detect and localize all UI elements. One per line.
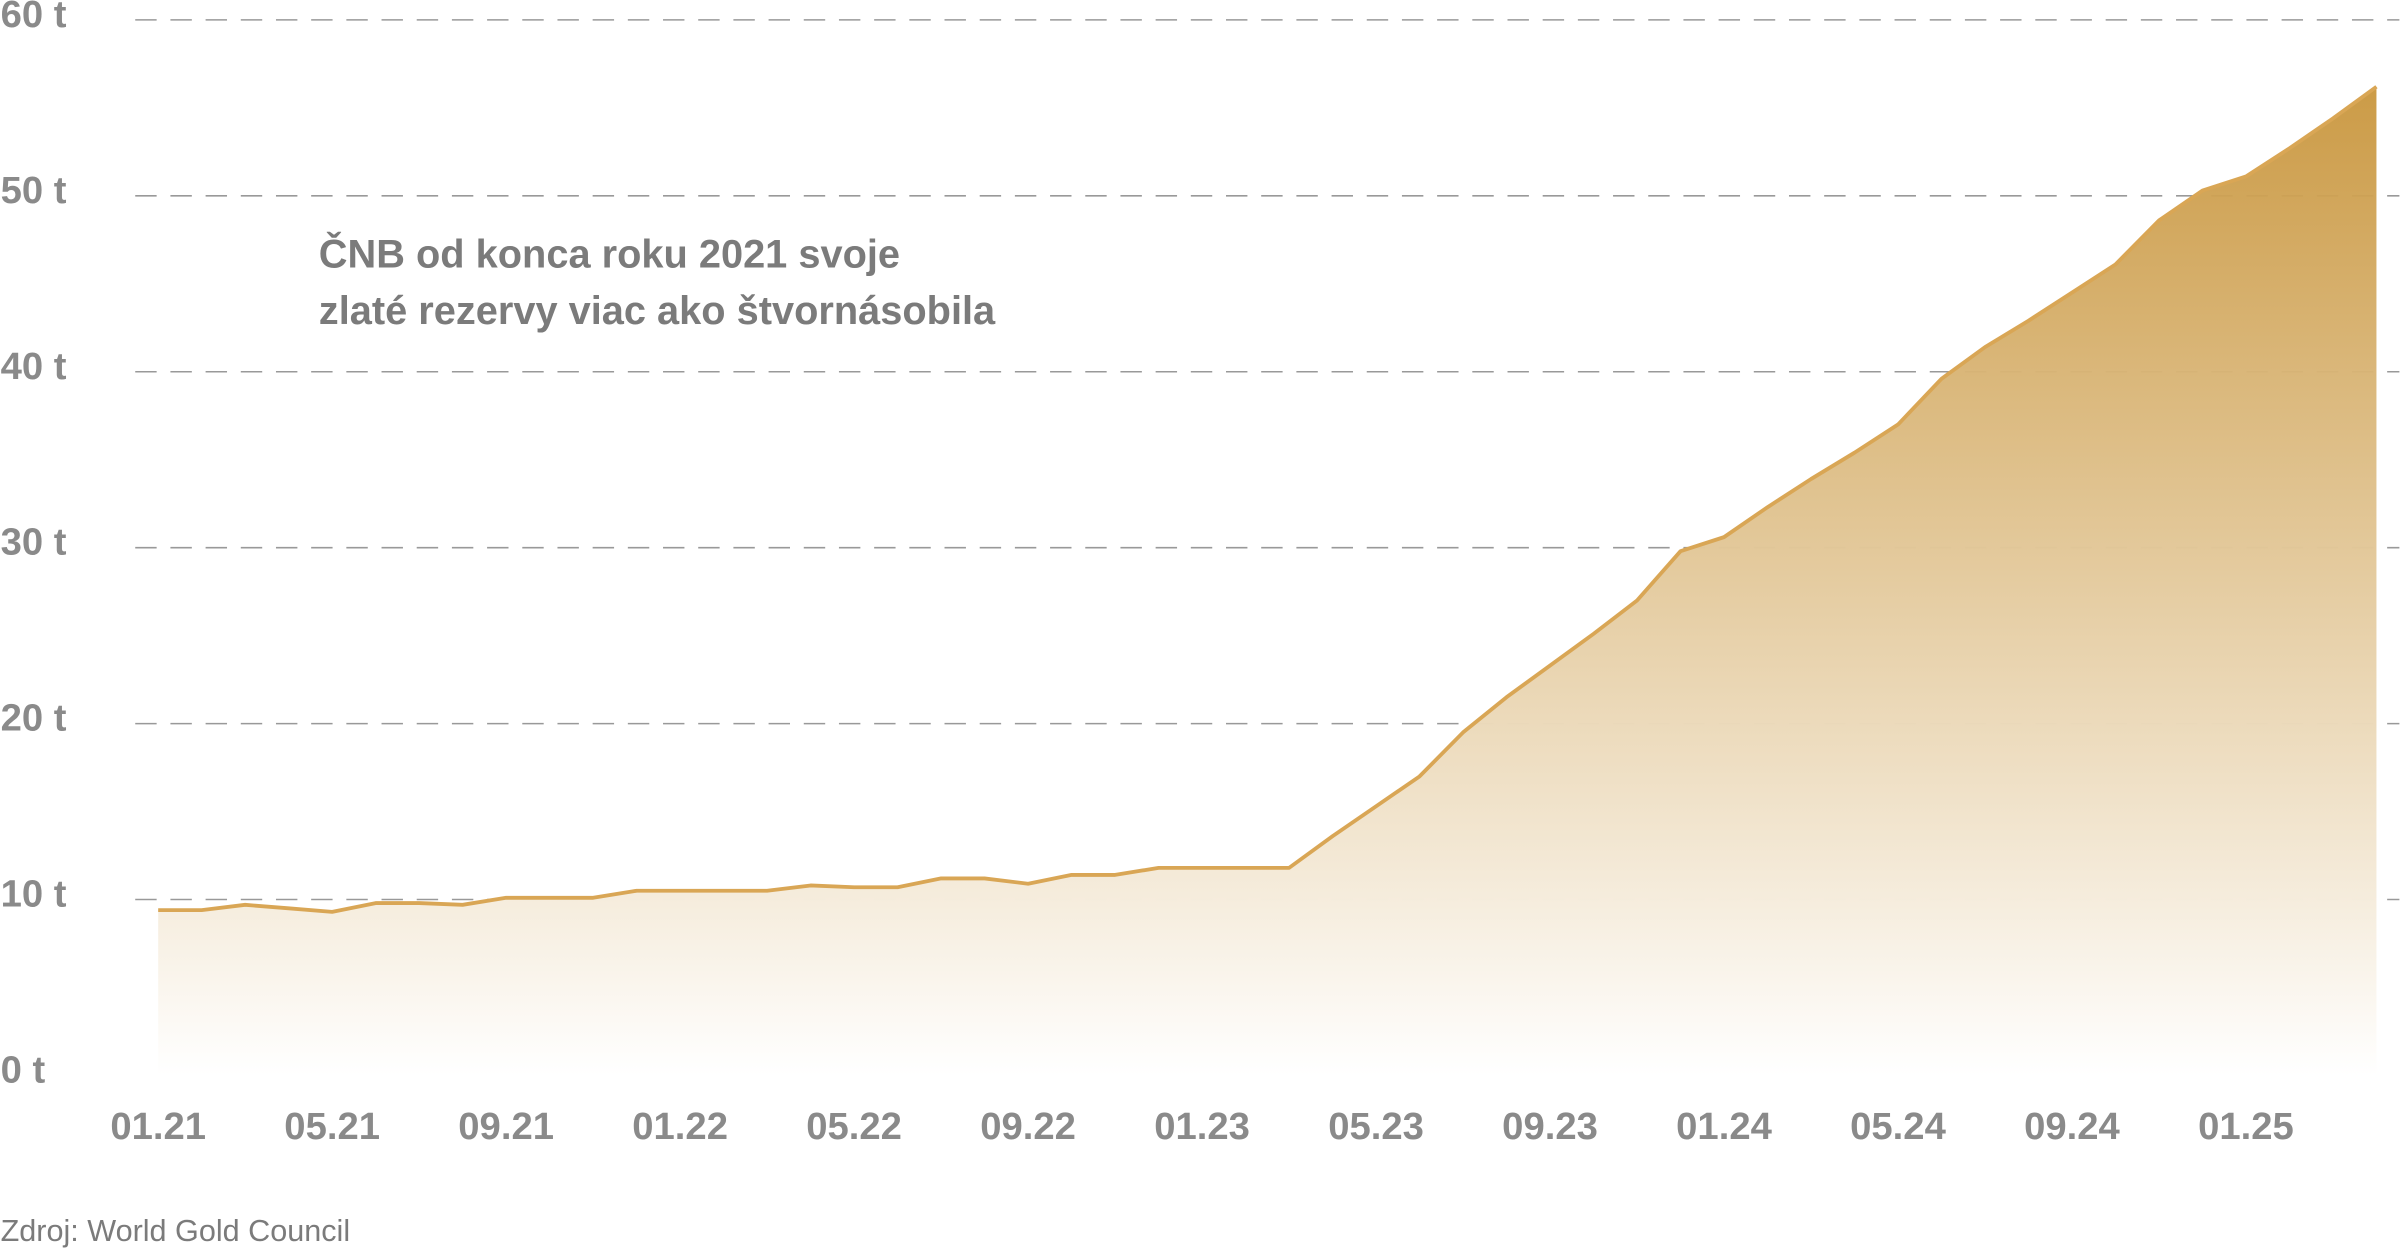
x-tick-label: 05.21 <box>284 1105 380 1148</box>
x-tick-label: 09.24 <box>2024 1105 2120 1148</box>
x-tick-label: 01.23 <box>1154 1105 1250 1148</box>
source: Zdroj: World Gold Council <box>1 1214 351 1248</box>
annotation: ČNB od konca roku 2021 svoje <box>319 231 900 277</box>
x-tick-label: 09.21 <box>458 1105 554 1148</box>
y-tick-label: 60 t <box>1 0 67 36</box>
x-tick-label: 01.22 <box>632 1105 728 1148</box>
y-tick-label: 20 t <box>1 697 67 740</box>
x-tick-label: 05.24 <box>1850 1105 1946 1148</box>
y-tick-label: 0 t <box>1 1049 46 1092</box>
annotation: zlaté rezervy viac ako štvornásobila <box>319 289 996 333</box>
x-tick-label: 09.23 <box>1502 1105 1598 1148</box>
x-tick-label: 01.25 <box>2198 1105 2294 1148</box>
line <box>158 85 2378 914</box>
x-tick-label: 05.23 <box>1328 1105 1424 1148</box>
area <box>158 86 2377 1076</box>
x-tick-label: 01.21 <box>110 1105 206 1148</box>
x-tick-label: 05.22 <box>806 1105 902 1148</box>
y-tick-label: 40 t <box>1 345 67 388</box>
x-tick-label: 01.24 <box>1676 1105 1772 1148</box>
y-tick-label: 10 t <box>1 873 67 916</box>
x-tick-label: 09.22 <box>980 1105 1076 1148</box>
y-tick-label: 30 t <box>1 521 67 564</box>
y-tick-label: 50 t <box>1 169 67 212</box>
